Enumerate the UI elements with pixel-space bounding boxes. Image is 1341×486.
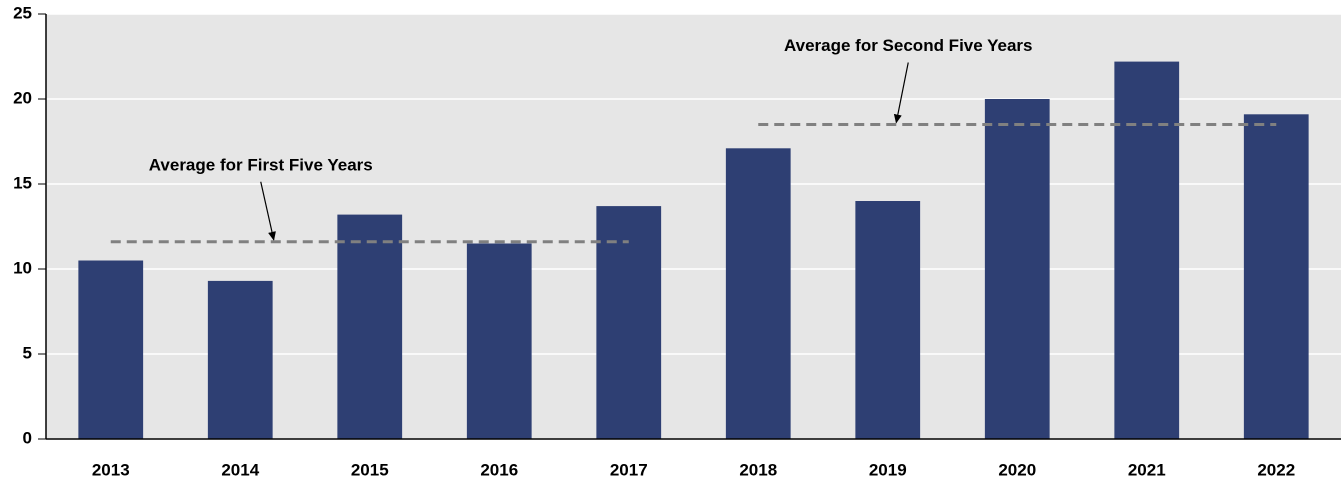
y-tick-label: 15 [13, 173, 32, 192]
x-tick-label: 2014 [221, 460, 259, 479]
x-tick-label: 2021 [1128, 460, 1166, 479]
x-tick-label: 2019 [869, 460, 907, 479]
y-tick-label: 25 [13, 3, 32, 22]
bar [1114, 61, 1180, 439]
y-tick-label: 10 [13, 258, 32, 277]
y-tick-label: 5 [23, 343, 32, 362]
x-tick-label: 2013 [92, 460, 130, 479]
x-tick-label: 2017 [610, 460, 648, 479]
annotation-label: Average for First Five Years [149, 155, 373, 174]
x-tick-label: 2015 [351, 460, 389, 479]
y-tick-label: 0 [23, 428, 32, 447]
y-tick-label: 20 [13, 88, 32, 107]
bar [725, 148, 791, 440]
bar [337, 214, 403, 439]
bar [1243, 114, 1309, 440]
x-tick-label: 2018 [739, 460, 777, 479]
bar [596, 206, 662, 439]
x-tick-label: 2022 [1257, 460, 1295, 479]
annotation-arrow [893, 62, 909, 124]
bar [855, 201, 921, 439]
x-tick-label: 2020 [998, 460, 1036, 479]
bar [466, 243, 532, 439]
annotation-arrow [260, 181, 276, 241]
bar [207, 280, 273, 439]
bar [78, 260, 144, 439]
annotation-label: Average for Second Five Years [784, 36, 1033, 55]
bar [984, 99, 1050, 439]
x-tick-label: 2016 [480, 460, 518, 479]
